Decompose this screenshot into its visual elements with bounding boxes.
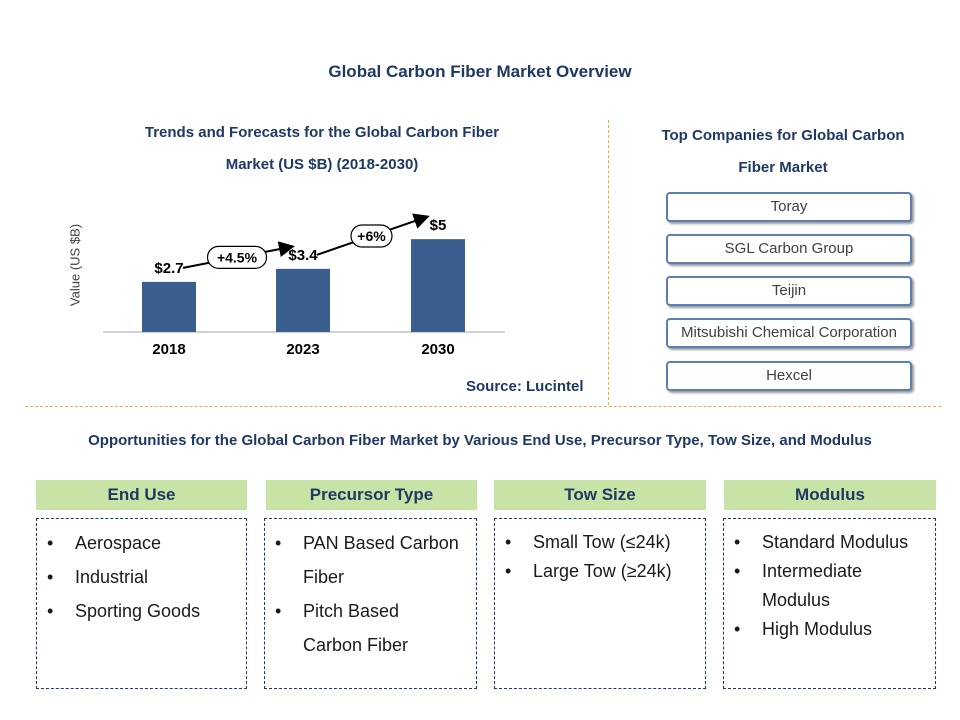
vertical-divider bbox=[608, 120, 609, 405]
end-use-list: Aerospace Industrial Sporting Goods bbox=[36, 518, 247, 689]
list-item: High Modulus bbox=[724, 615, 935, 644]
source-note: Source: Lucintel bbox=[466, 378, 584, 395]
company-sgl-carbon-group: SGL Carbon Group bbox=[666, 234, 912, 264]
tow-size-list: Small Tow (≤24k) Large Tow (≥24k) bbox=[494, 518, 706, 689]
page-title: Global Carbon Fiber Market Overview bbox=[328, 62, 632, 81]
company-teijin: Teijin bbox=[666, 276, 912, 306]
list-item: Small Tow (≤24k) bbox=[495, 528, 705, 557]
list-item: Aerospace bbox=[37, 526, 246, 560]
bar-2023 bbox=[276, 268, 330, 332]
bar-2030 bbox=[411, 239, 465, 332]
list-item: Standard Modulus bbox=[724, 528, 935, 557]
growth-label-2: +6% bbox=[357, 228, 386, 244]
list-item: PAN Based Carbon Fiber bbox=[265, 526, 476, 594]
growth-label-1: +4.5% bbox=[217, 249, 258, 265]
list-item: Industrial bbox=[37, 560, 246, 594]
bar-2018 bbox=[142, 281, 196, 332]
precursor-type-header: Precursor Type bbox=[266, 480, 477, 510]
company-hexcel: Hexcel bbox=[666, 361, 912, 391]
data-label-2018: $2.7 bbox=[154, 260, 183, 277]
list-item: Large Tow (≥24k) bbox=[495, 557, 705, 586]
modulus-header: Modulus bbox=[724, 480, 936, 510]
x-tick-label-2023: 2023 bbox=[286, 341, 319, 358]
data-label-2030: $5 bbox=[430, 217, 447, 234]
list-item: Sporting Goods bbox=[37, 594, 246, 628]
end-use-header: End Use bbox=[36, 480, 247, 510]
chart-title-line-2: Market (US $B) (2018-2030) bbox=[225, 156, 419, 173]
growth-badge-2 bbox=[350, 224, 393, 248]
list-item: Intermediate Modulus bbox=[724, 557, 935, 615]
opportunities-title: Opportunities for the Global Carbon Fibe… bbox=[88, 432, 872, 449]
growth-badge-1 bbox=[206, 245, 268, 269]
modulus-list: Standard Modulus Intermediate Modulus Hi… bbox=[723, 518, 936, 689]
x-tick-label-2018: 2018 bbox=[152, 341, 185, 358]
company-mitsubishi-chemical: Mitsubishi Chemical Corporation bbox=[666, 318, 912, 348]
bar-chart: $2.7 2018 $3.4 2023 $5 2030 +4.5% +6% bbox=[103, 213, 505, 358]
precursor-type-list: PAN Based Carbon Fiber Pitch Based Carbo… bbox=[264, 518, 477, 689]
tow-size-header: Tow Size bbox=[494, 480, 706, 510]
x-tick-label-2030: 2030 bbox=[421, 341, 454, 358]
chart-title-line-1: Trends and Forecasts for the Global Carb… bbox=[144, 124, 500, 141]
list-item: Pitch Based Carbon Fiber bbox=[265, 594, 476, 662]
companies-title-line-1: Top Companies for Global Carbon bbox=[661, 127, 905, 144]
data-label-2023: $3.4 bbox=[288, 247, 318, 264]
company-toray: Toray bbox=[666, 192, 912, 222]
companies-title-line-2: Fiber Market bbox=[738, 159, 828, 176]
horizontal-divider bbox=[25, 406, 941, 407]
